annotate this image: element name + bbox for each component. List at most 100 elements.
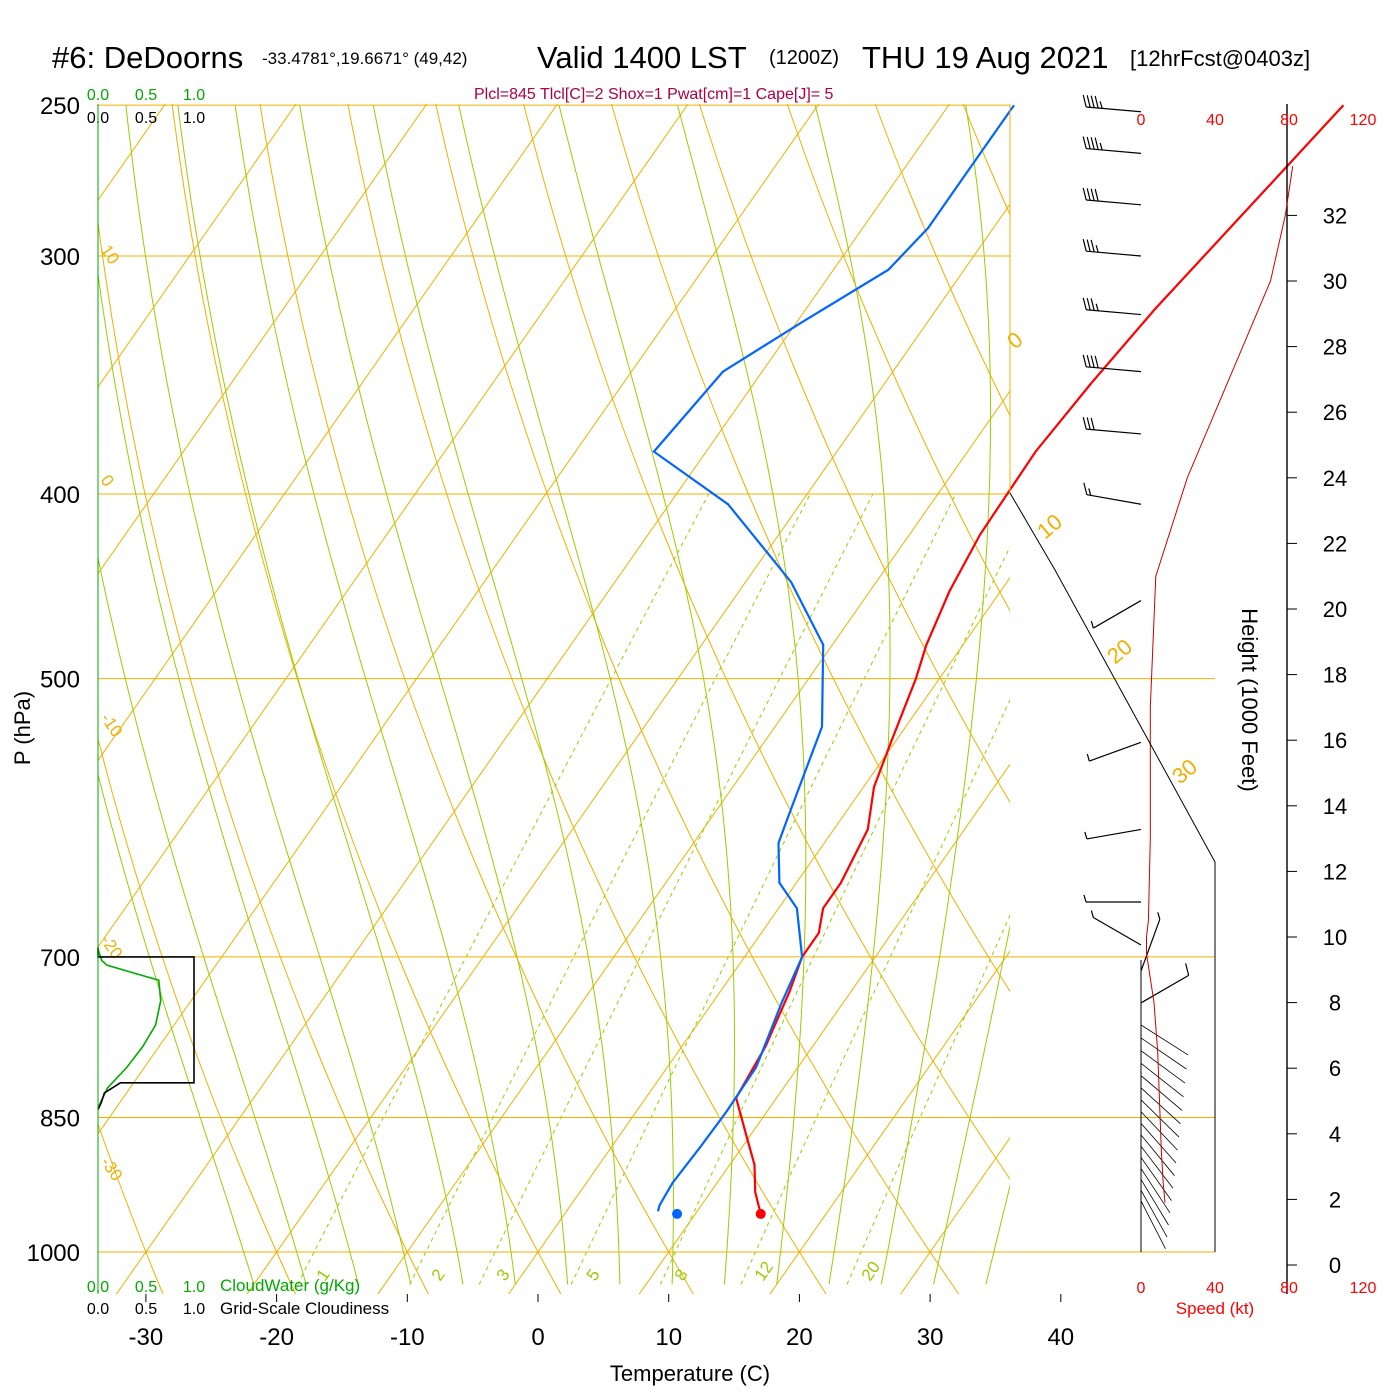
wind-barb-low xyxy=(1140,1075,1183,1111)
wind-barb-flag xyxy=(1082,354,1087,367)
wind-barb xyxy=(1140,974,1189,1004)
valid-time: Valid 1400 LST xyxy=(537,40,747,75)
dewpoint-profile xyxy=(652,104,1015,1212)
height-tick-label: 0 xyxy=(1329,1253,1341,1278)
height-tick-label: 30 xyxy=(1323,269,1347,294)
speed-top-label: 0 xyxy=(1137,112,1146,129)
mixing-ratio-line xyxy=(659,545,1010,1285)
pressure-tick-label: 1000 xyxy=(27,1240,80,1267)
wind-barb-half xyxy=(1095,245,1099,253)
wind-barb-low xyxy=(1140,1179,1169,1226)
isotherm-line xyxy=(507,576,1010,1294)
height-tick-label: 10 xyxy=(1323,925,1347,950)
height-tick-label: 18 xyxy=(1323,663,1347,688)
moist-adiabat xyxy=(98,772,255,1285)
height-tick-label: 12 xyxy=(1323,859,1347,884)
wind-barb xyxy=(1086,309,1142,316)
isotherm-label: -10 xyxy=(97,709,127,740)
x-tick-label: 20 xyxy=(786,1324,813,1351)
wind-barb-flag xyxy=(1094,188,1099,202)
isotherm-line xyxy=(769,950,1010,1294)
x-tick-label: -10 xyxy=(390,1324,425,1351)
x-tick-label: -30 xyxy=(129,1324,164,1351)
dry-adiabat xyxy=(347,104,827,1294)
station-title: #6: DeDoorns xyxy=(52,40,243,75)
wind-barb xyxy=(1086,199,1142,206)
wind-barb-flag xyxy=(1086,239,1091,252)
height-tick-label: 28 xyxy=(1323,335,1347,360)
moist-adiabat xyxy=(98,555,307,1285)
x-tick-label: 30 xyxy=(917,1324,944,1351)
wind-barb-flag xyxy=(1094,355,1099,369)
frame-diagonal xyxy=(1009,492,1216,1252)
speed-axis-label: Speed (kt) xyxy=(1176,1299,1254,1318)
isotherm-line xyxy=(115,104,950,1294)
height-tick-label: 2 xyxy=(1329,1187,1341,1212)
wind-barb-low xyxy=(1140,1134,1175,1176)
speed-top-label: 40 xyxy=(1206,112,1224,129)
mixing-ratio-line xyxy=(478,493,874,1285)
wind-barb-half xyxy=(1099,101,1103,109)
wind-barb-half xyxy=(1090,620,1094,629)
dry-adiabat xyxy=(98,218,429,1294)
wind-barb-flag xyxy=(1090,137,1095,150)
wind-barb xyxy=(1086,366,1142,373)
wind-barb xyxy=(1086,828,1142,840)
wind-barb xyxy=(1093,917,1142,946)
inset-top-label-water: 0.0 xyxy=(87,87,109,104)
wind-barb-half xyxy=(1086,753,1090,762)
x-tick-label: 0 xyxy=(531,1324,544,1351)
wind-barb-low xyxy=(1140,1087,1181,1125)
wind-barb-flag xyxy=(1082,136,1087,149)
wind-barb-low xyxy=(1140,1200,1166,1249)
wind-barb-flag xyxy=(1082,417,1087,430)
wind-barb-low xyxy=(1140,1037,1187,1070)
wind-barb-flag xyxy=(1094,95,1099,109)
speed-bottom-label: 120 xyxy=(1350,1280,1377,1297)
wind-barb-half xyxy=(1084,831,1088,840)
wind-barb-flag xyxy=(1185,963,1190,976)
mixing-ratio-label: 3 xyxy=(493,1266,514,1285)
moist-adiabat xyxy=(677,105,807,1285)
wind-barb-flag xyxy=(1090,355,1095,368)
wind-speed-line xyxy=(1146,166,1294,1203)
wind-barb xyxy=(1086,494,1142,505)
moist-adiabat xyxy=(372,105,621,1285)
wind-barb-flag xyxy=(1083,482,1088,495)
mixing-ratio-label: 12 xyxy=(751,1258,777,1284)
wind-barb-low xyxy=(1140,1157,1172,1201)
x-axis-label: Temperature (C) xyxy=(610,1361,770,1386)
height-tick-label: 4 xyxy=(1329,1122,1341,1147)
surface-temperature-marker xyxy=(755,1208,766,1219)
mixing-ratio-label: 2 xyxy=(428,1266,449,1285)
wind-barb-flag xyxy=(1082,187,1087,201)
moist-adiabat xyxy=(98,271,359,1285)
mixing-ratio-line xyxy=(570,493,957,1285)
pressure-tick-label: 500 xyxy=(40,667,80,694)
dry-adiabat xyxy=(171,104,562,1294)
wind-barb-low xyxy=(1140,1123,1177,1164)
valid-date: THU 19 Aug 2021 xyxy=(862,40,1108,75)
speed-bottom-label: 80 xyxy=(1280,1280,1298,1297)
height-tick-label: 24 xyxy=(1323,466,1347,491)
pressure-tick-label: 850 xyxy=(40,1106,80,1133)
height-tick-label: 20 xyxy=(1323,597,1347,622)
profile-lines xyxy=(652,104,1345,1219)
wind-barb-flag xyxy=(1090,95,1095,108)
wind-barb-low xyxy=(1140,1062,1184,1098)
plot-area xyxy=(98,104,1010,1294)
pressure-tick-label: 700 xyxy=(40,945,80,972)
dry-adiabat xyxy=(435,104,960,1294)
inset-top-label-cloud: 1.0 xyxy=(183,110,205,127)
wind-barb-half xyxy=(1090,910,1094,918)
inset-bottom-label-water: 1.0 xyxy=(183,1279,205,1296)
station-coords: -33.4781°,19.6671° (49,42) xyxy=(262,49,467,68)
isotherm-line xyxy=(98,104,558,762)
adiabat-label: 10 xyxy=(1032,509,1067,544)
moist-adiabat xyxy=(985,1183,1010,1285)
valid-utc: (1200Z) xyxy=(769,47,839,69)
adiabat-label: 20 xyxy=(1102,634,1137,669)
wind-barb-low xyxy=(1140,1050,1186,1084)
